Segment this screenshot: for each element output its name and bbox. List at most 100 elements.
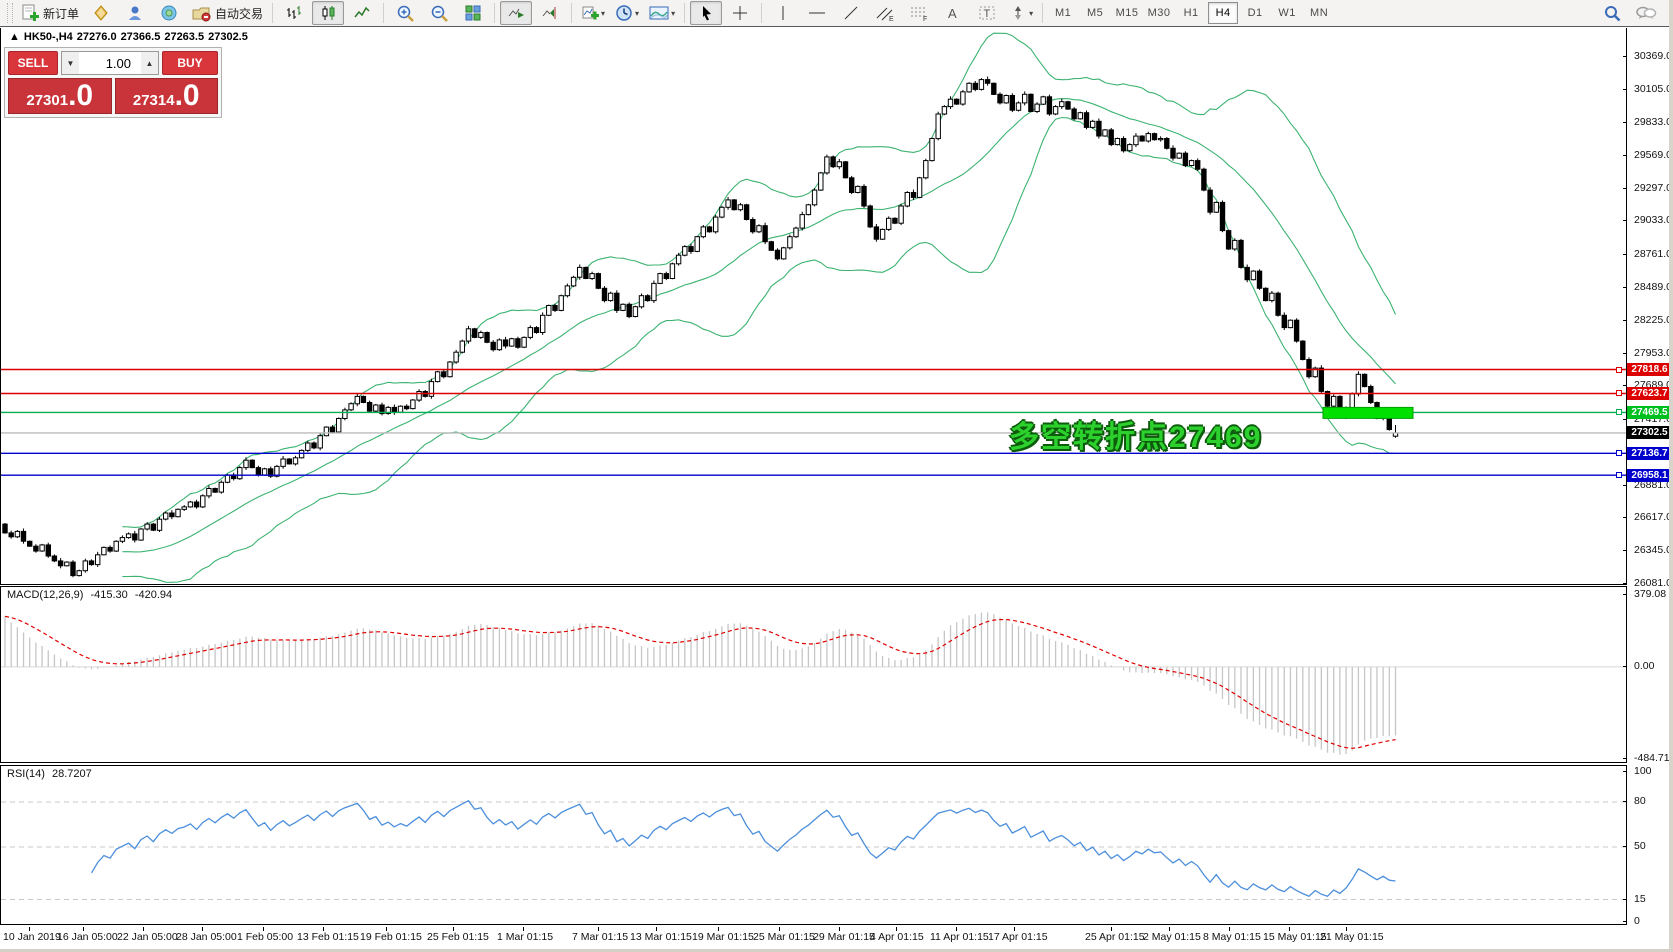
price-line-label: 27818.6 xyxy=(1627,363,1672,377)
time-axis-label: 28 Jan 05:00 xyxy=(176,931,237,943)
buy-price-main: 27314 xyxy=(132,92,175,109)
cursor-button[interactable] xyxy=(690,1,723,25)
community-button[interactable] xyxy=(119,1,151,25)
time-axis-label: 19 Mar 01:15 xyxy=(692,931,754,943)
time-axis-label: 22 Jan 05:00 xyxy=(117,931,178,943)
price-tick-mark xyxy=(1623,220,1627,221)
window-edge xyxy=(1669,0,1673,952)
volume-input[interactable] xyxy=(79,52,141,74)
rsi-chart-canvas[interactable] xyxy=(1,766,1626,924)
separator xyxy=(494,3,496,23)
macd-tick-mark xyxy=(1623,594,1627,595)
timeframe-m5[interactable]: M5 xyxy=(1086,7,1104,19)
arrows-button[interactable]: ▾ xyxy=(1005,1,1037,25)
auto-scroll-button[interactable] xyxy=(500,1,533,25)
vertical-line-button[interactable] xyxy=(767,1,799,25)
volume-decrease-button[interactable]: ▼ xyxy=(62,52,79,74)
sell-button[interactable]: SELL xyxy=(8,51,58,75)
price-tick-mark xyxy=(1623,550,1627,551)
chart-annotation-text[interactable]: 多空转折点27469 xyxy=(1009,421,1263,454)
time-tick-mark xyxy=(779,927,780,931)
line-chart-button[interactable] xyxy=(346,1,378,25)
time-tick-mark xyxy=(598,927,599,931)
rsi-pane[interactable]: RSI(14) 28.7207 xyxy=(0,765,1627,925)
timeframe-m1[interactable]: M1 xyxy=(1054,7,1072,19)
price-axis[interactable]: 30369.0 30105.0 29833.0 29569.0 29297.0 29033… xyxy=(1623,28,1673,952)
collapse-marker[interactable]: ▲ xyxy=(9,31,20,43)
price-tick-label: 29297.0 xyxy=(1634,181,1672,194)
macd-chart-canvas[interactable] xyxy=(1,587,1626,762)
new-order-button[interactable]: 新订单 xyxy=(17,1,83,25)
signals-button[interactable] xyxy=(153,1,185,25)
time-axis[interactable]: 10 Jan 2019 16 Jan 05:00 22 Jan 05:00 28 Ja… xyxy=(0,927,1627,949)
price-tick-label: 26617.0 xyxy=(1634,511,1672,524)
price-line-handle[interactable] xyxy=(1616,409,1622,416)
price-tick-label: 29833.0 xyxy=(1634,116,1672,129)
price-line-handle[interactable] xyxy=(1616,366,1622,373)
crosshair-button[interactable] xyxy=(724,1,756,25)
time-axis-label: 2 May 01:15 xyxy=(1143,931,1201,943)
macd-axis-label: -484.71 xyxy=(1634,752,1670,765)
svg-text:A: A xyxy=(948,6,957,21)
candlestick-chart-button[interactable] xyxy=(312,1,345,25)
timeframe-h1[interactable]: H1 xyxy=(1183,7,1199,19)
rsi-axis-label: 100 xyxy=(1634,765,1652,777)
volume-increase-button[interactable]: ▲ xyxy=(141,52,158,74)
time-tick-mark xyxy=(29,927,30,931)
vertical-line-icon xyxy=(776,4,790,22)
bar-chart-button[interactable] xyxy=(278,1,310,25)
metaeditor-button[interactable] xyxy=(85,1,117,25)
timeframe-h4[interactable]: H4 xyxy=(1208,2,1239,24)
svg-text:E: E xyxy=(889,16,894,22)
fibonacci-button[interactable]: F xyxy=(903,1,935,25)
autotrading-label: 自动交易 xyxy=(215,6,264,21)
trendline-button[interactable] xyxy=(835,1,867,25)
price-tick-label: 28225.0 xyxy=(1634,313,1672,326)
zoom-in-icon xyxy=(396,4,415,23)
rsi-axis-label: 50 xyxy=(1634,840,1646,852)
horizontal-line-button[interactable] xyxy=(801,1,833,25)
periods-button[interactable]: ▾ xyxy=(611,1,643,25)
timeframe-mn[interactable]: MN xyxy=(1310,7,1329,19)
timeframe-d1[interactable]: D1 xyxy=(1247,7,1263,19)
candlestick-chart-canvas[interactable] xyxy=(1,28,1626,583)
zoom-in-button[interactable] xyxy=(389,1,421,25)
price-line-handle[interactable] xyxy=(1616,390,1622,397)
chat-button[interactable] xyxy=(1630,1,1662,25)
auto-scroll-icon xyxy=(507,4,525,22)
zoom-out-button[interactable] xyxy=(423,1,455,25)
templates-button[interactable]: ▾ xyxy=(645,1,679,25)
toolbar-grip[interactable] xyxy=(7,3,13,23)
buy-price-box[interactable]: 27314 .0 xyxy=(114,78,218,114)
indicators-button[interactable]: ▾ xyxy=(577,1,609,25)
chart-info-line: ▲ HK50-,H4 27276.0 27366.5 27263.5 27302.5 xyxy=(9,31,252,43)
macd-tick-mark xyxy=(1623,758,1627,759)
macd-pane[interactable]: MACD(12,26,9) -415.30 -420.94 xyxy=(0,586,1627,763)
time-tick-mark xyxy=(718,927,719,931)
text-label-button[interactable]: T xyxy=(971,1,1003,25)
timeframe-m30[interactable]: M30 xyxy=(1147,7,1171,19)
time-tick-mark xyxy=(263,927,264,931)
status-strip xyxy=(0,949,1673,952)
time-axis-label: 8 May 01:15 xyxy=(1203,931,1261,943)
autotrading-button[interactable]: 自动交易 xyxy=(187,1,267,25)
timeframe-m15[interactable]: M15 xyxy=(1115,7,1139,19)
text-button[interactable]: A xyxy=(937,1,969,25)
rsi-value: 28.7207 xyxy=(51,768,92,780)
search-button[interactable] xyxy=(1596,1,1628,25)
price-tick-mark xyxy=(1623,320,1627,321)
equidistant-channel-button[interactable]: E xyxy=(869,1,901,25)
chart-shift-button[interactable] xyxy=(534,1,566,25)
timeframe-w1[interactable]: W1 xyxy=(1278,7,1296,19)
chat-icon xyxy=(1635,4,1657,23)
buy-button[interactable]: BUY xyxy=(162,51,218,75)
price-tick-mark xyxy=(1623,583,1627,584)
main-price-pane[interactable]: ▲ HK50-,H4 27276.0 27366.5 27263.5 27302.5 SE… xyxy=(0,28,1627,585)
price-line-handle[interactable] xyxy=(1616,472,1622,479)
price-line-label: 27623.7 xyxy=(1627,386,1672,400)
tile-windows-button[interactable] xyxy=(457,1,489,25)
sell-price-box[interactable]: 27301 .0 xyxy=(8,78,112,114)
rsi-tick-mark xyxy=(1623,771,1627,772)
price-line-handle[interactable] xyxy=(1616,450,1622,457)
macd-value-1: -415.30 xyxy=(90,589,128,601)
